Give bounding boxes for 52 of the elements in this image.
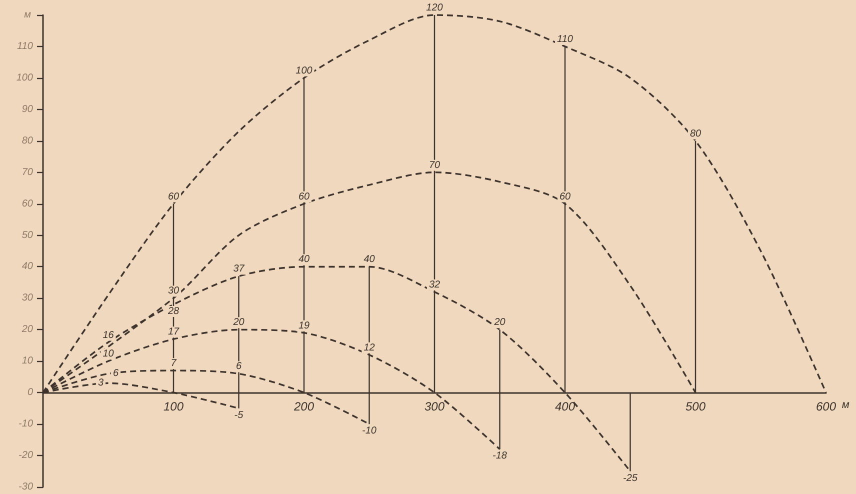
data-label: 40 [298,254,310,266]
data-label: -5 [234,410,244,421]
data-label: 120 [426,2,444,14]
y-tick-label: 100 [16,72,34,84]
x-tick-label: 300 [424,400,445,414]
data-label: 40 [364,254,376,266]
data-label: 60 [298,191,310,202]
x-tick-label: 100 [163,400,184,414]
data-label: 20 [493,317,506,328]
data-label: 32 [428,279,440,290]
data-label: -18 [492,450,508,462]
data-label: 60 [559,191,571,202]
data-label: 3 [98,378,104,389]
data-label: 80 [690,128,702,140]
y-tick-label: -10 [18,418,34,430]
x-tick-label: 200 [292,400,314,414]
data-label: 60 [168,191,180,202]
data-label: 6 [112,368,119,380]
data-label: 100 [296,65,313,76]
data-label: 17 [168,326,180,338]
data-label: 110 [557,34,574,45]
y-tick-label: -20 [18,450,34,462]
y-tick-label: 60 [22,198,34,210]
y-tick-label: -30 [18,482,34,492]
y-tick-label: 110 [17,40,34,52]
y-tick-label: 80 [22,135,34,146]
y-tick-label: 40 [22,261,34,272]
data-label: 20 [232,317,245,328]
data-label: 28 [166,306,180,317]
y-tick-label: 0 [27,387,34,398]
data-label: 6 [236,361,242,372]
x-tick-label: 600 [816,400,836,414]
x-tick-label: 500 [685,400,706,414]
y-tick-label: 70 [22,166,34,178]
y-axis-title: м [24,10,32,20]
y-tick-label: 50 [22,230,34,241]
data-label: -10 [362,426,377,437]
x-tick-label: 400 [554,400,576,414]
y-tick-label: 30 [22,292,34,304]
data-label: 10 [102,348,114,360]
data-label: -25 [623,472,638,484]
data-label: 16 [102,330,114,341]
data-label: 7 [170,358,177,370]
data-label: 37 [233,264,245,275]
y-tick-label: 10 [22,356,34,367]
data-label: 70 [428,160,440,171]
data-label: 30 [168,286,180,297]
y-tick-label: 20 [20,324,34,336]
data-label: 19 [298,320,310,332]
x-axis-title: м [842,399,850,412]
data-label: 12 [364,342,376,354]
y-tick-label: 90 [22,104,34,115]
